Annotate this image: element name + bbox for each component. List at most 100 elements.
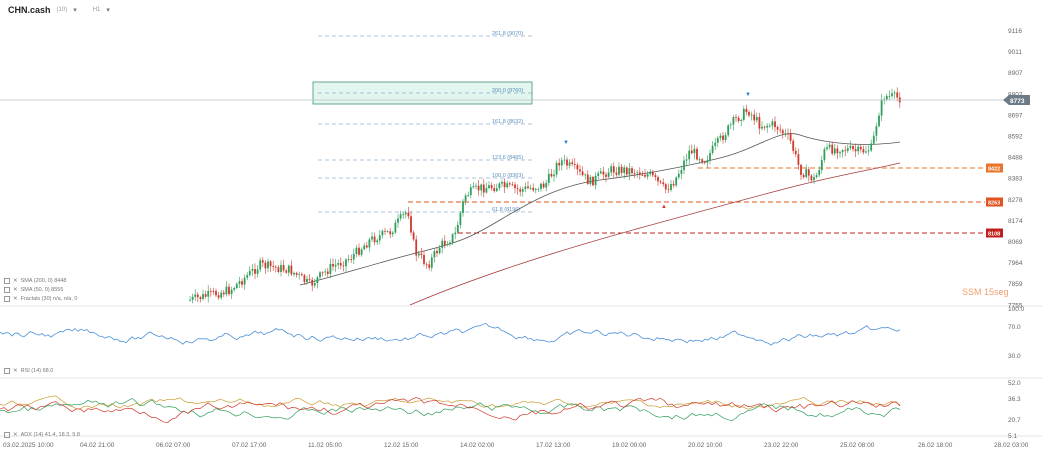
- indicator-settings-icon[interactable]: [4, 287, 10, 293]
- indicator-legend-fractals[interactable]: ✕ Fractals (30) n/a, n/a, 0: [4, 296, 77, 302]
- indicator-close-icon[interactable]: ✕: [13, 296, 18, 302]
- candle-body: [875, 126, 878, 136]
- candle-body: [313, 283, 316, 286]
- candle-body: [527, 186, 529, 189]
- candle-body: [664, 184, 667, 190]
- candle-body: [826, 147, 828, 150]
- price-tick-label: 8278: [1008, 197, 1023, 204]
- candle-body: [329, 264, 332, 274]
- timeframe-selector[interactable]: H1: [92, 7, 101, 13]
- candle-body: [363, 245, 366, 250]
- rsi-line: [0, 322, 901, 346]
- indicator-settings-icon[interactable]: [4, 278, 10, 284]
- candle-body: [750, 114, 753, 116]
- candle-body: [774, 121, 776, 128]
- time-tick-label: 20.02 10:00: [688, 442, 723, 449]
- candle-body: [885, 95, 888, 100]
- candle-body: [501, 181, 503, 184]
- current-price-label: 8773: [1010, 98, 1025, 105]
- indicator-legend-sma50[interactable]: ✕ SMA (50, 0) 8555: [4, 287, 63, 293]
- candle-body: [628, 168, 631, 175]
- indicator-legend-adx[interactable]: ✕ ADX (14) 41.4, 18.3, 9.8: [4, 432, 80, 438]
- price-tick-label: 7755: [1008, 302, 1023, 309]
- candle-body: [238, 281, 241, 284]
- candle-body: [698, 159, 701, 161]
- candle-body: [805, 169, 808, 178]
- price-tick-label: 8907: [1008, 70, 1023, 77]
- candle-body: [303, 275, 306, 283]
- indicator-close-icon[interactable]: ✕: [13, 432, 18, 438]
- symbol-name[interactable]: CHN.cash: [8, 5, 51, 15]
- candle-body: [644, 174, 646, 177]
- candle-body: [831, 144, 834, 154]
- candle-body: [540, 183, 542, 189]
- candle-body: [506, 183, 509, 188]
- sma50-line: [299, 133, 901, 286]
- candle-body: [631, 168, 633, 174]
- candle-body: [209, 290, 212, 292]
- candle-body: [480, 184, 483, 191]
- candle-body: [781, 130, 784, 134]
- candle-body: [412, 232, 415, 240]
- candle-body: [732, 117, 735, 125]
- candle-body: [345, 259, 347, 267]
- candle-body: [776, 127, 779, 130]
- candle-body: [441, 240, 444, 248]
- candle-body: [438, 247, 441, 254]
- candle-body: [672, 184, 675, 186]
- candle-body: [202, 294, 204, 299]
- fib-level-label: 200.0 (8760): [492, 88, 523, 94]
- candle-body: [521, 189, 524, 192]
- candle-body: [212, 291, 215, 292]
- candle-body: [469, 187, 472, 196]
- candle-body: [571, 162, 574, 165]
- indicator-legend-rsi[interactable]: ✕ RSI (14) 68.0: [4, 368, 53, 374]
- indicator-legend-sma200[interactable]: ✕ SMA (200, 0) 8448: [4, 278, 66, 284]
- candle-body: [443, 240, 446, 246]
- indicator-close-icon[interactable]: ✕: [13, 287, 18, 293]
- candle-body: [761, 126, 763, 129]
- level-tag-box: [986, 228, 1003, 238]
- candle-body: [677, 173, 680, 178]
- level-tag-box: [986, 163, 1003, 173]
- indicator-settings-icon[interactable]: [4, 296, 10, 302]
- candle-body: [477, 185, 480, 191]
- candle-body: [542, 183, 545, 188]
- candle-body: [407, 212, 410, 217]
- candle-body: [690, 150, 693, 154]
- indicator-close-icon[interactable]: ✕: [13, 278, 18, 284]
- candle-body: [766, 125, 769, 128]
- candle-body: [430, 257, 433, 268]
- candle-body: [285, 270, 288, 273]
- candle-body: [410, 216, 412, 233]
- price-tick-label: 9116: [1008, 28, 1022, 35]
- candle-body: [293, 272, 295, 275]
- candle-body: [729, 124, 732, 126]
- indicator-settings-icon[interactable]: [4, 432, 10, 438]
- fib-level-label: 123.6 (8465): [492, 155, 523, 161]
- candle-body: [649, 171, 652, 175]
- candle-body: [251, 269, 254, 271]
- symbol-dropdown-chevron-icon[interactable]: ▾: [73, 7, 77, 14]
- candle-body: [272, 266, 275, 267]
- indicator-close-icon[interactable]: ✕: [13, 368, 18, 374]
- timeframe-dropdown-chevron-icon[interactable]: ▾: [106, 7, 110, 14]
- candle-body: [878, 115, 880, 127]
- candle-body: [836, 148, 839, 154]
- candle-body: [368, 239, 371, 248]
- candle-body: [451, 234, 454, 243]
- candle-body: [454, 232, 457, 235]
- fibonacci-levels[interactable]: 261.8 (9070) 200.0 (8760) 161.8 (8632) 123.…: [318, 31, 532, 213]
- candle-body: [813, 177, 815, 181]
- indicator-settings-icon[interactable]: [4, 368, 10, 374]
- candle-body: [433, 251, 436, 258]
- candle-body: [332, 264, 334, 267]
- candle-body: [482, 184, 485, 193]
- support-levels[interactable]: [408, 167, 985, 234]
- candle-body: [386, 231, 389, 233]
- candle-body: [566, 159, 568, 166]
- candle-body: [321, 272, 324, 274]
- candle-body: [384, 230, 386, 232]
- adx-minus-di-line: [0, 397, 901, 423]
